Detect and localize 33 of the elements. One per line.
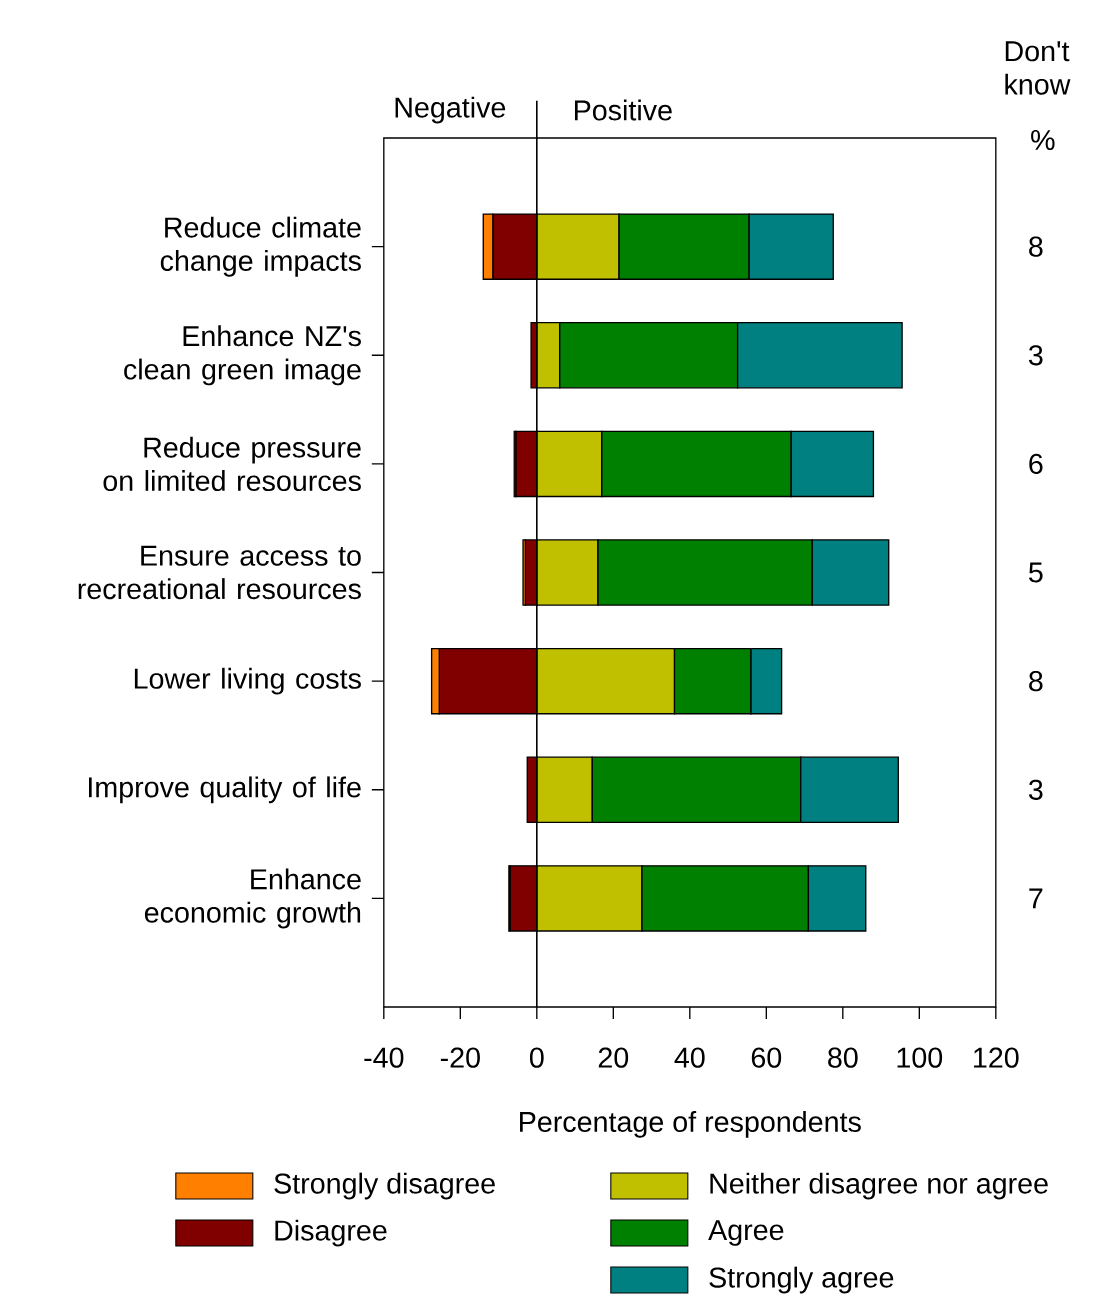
y-tick-label: Improve quality of life (89, 776, 361, 804)
legend-label: Disagree (275, 1219, 387, 1247)
legend-label: Strongly disagree (274, 1172, 495, 1200)
text: Positive (575, 99, 672, 121)
x-axis-title: Percentage of respondents (520, 1111, 861, 1138)
text: 6 (1029, 453, 1043, 475)
x-tick-label: 40 (674, 1047, 705, 1068)
legend-label: Neither disagree nor agree (710, 1172, 1048, 1200)
y-tick-label: Enhance economic growth (145, 868, 361, 929)
x-tick-label: 60 (751, 1047, 782, 1068)
legend-label: Agree (708, 1220, 784, 1246)
text: 7 (1029, 888, 1043, 909)
y-tick-label: Enhance NZ's clean green image (124, 325, 362, 386)
x-tick-label: -40 (364, 1047, 404, 1068)
text: 8 (1029, 671, 1043, 692)
x-tick-label: 20 (598, 1047, 629, 1068)
x-tick-label: 80 (828, 1047, 858, 1068)
text: % (1031, 129, 1055, 151)
text: 3 (1029, 345, 1043, 366)
text: Negative (395, 96, 506, 124)
text: 5 (1029, 562, 1043, 583)
legend-label: Strongly agree (709, 1266, 894, 1294)
x-tick-label: 100 (897, 1047, 943, 1068)
y-tick-label: Reduce pressure on limited resources (103, 436, 361, 492)
text: 3 (1029, 779, 1043, 800)
text: 8 (1029, 236, 1043, 257)
x-tick-label: -20 (440, 1047, 481, 1068)
x-tick-label: 120 (974, 1047, 1019, 1068)
text: Don't know (1005, 41, 1071, 95)
y-tick-label: Reduce climate change impacts (160, 216, 362, 277)
x-tick-label: 0 (530, 1047, 544, 1068)
y-tick-label: Lower living costs (135, 667, 361, 695)
y-tick-label: Ensure access to recreational resources (78, 545, 361, 600)
